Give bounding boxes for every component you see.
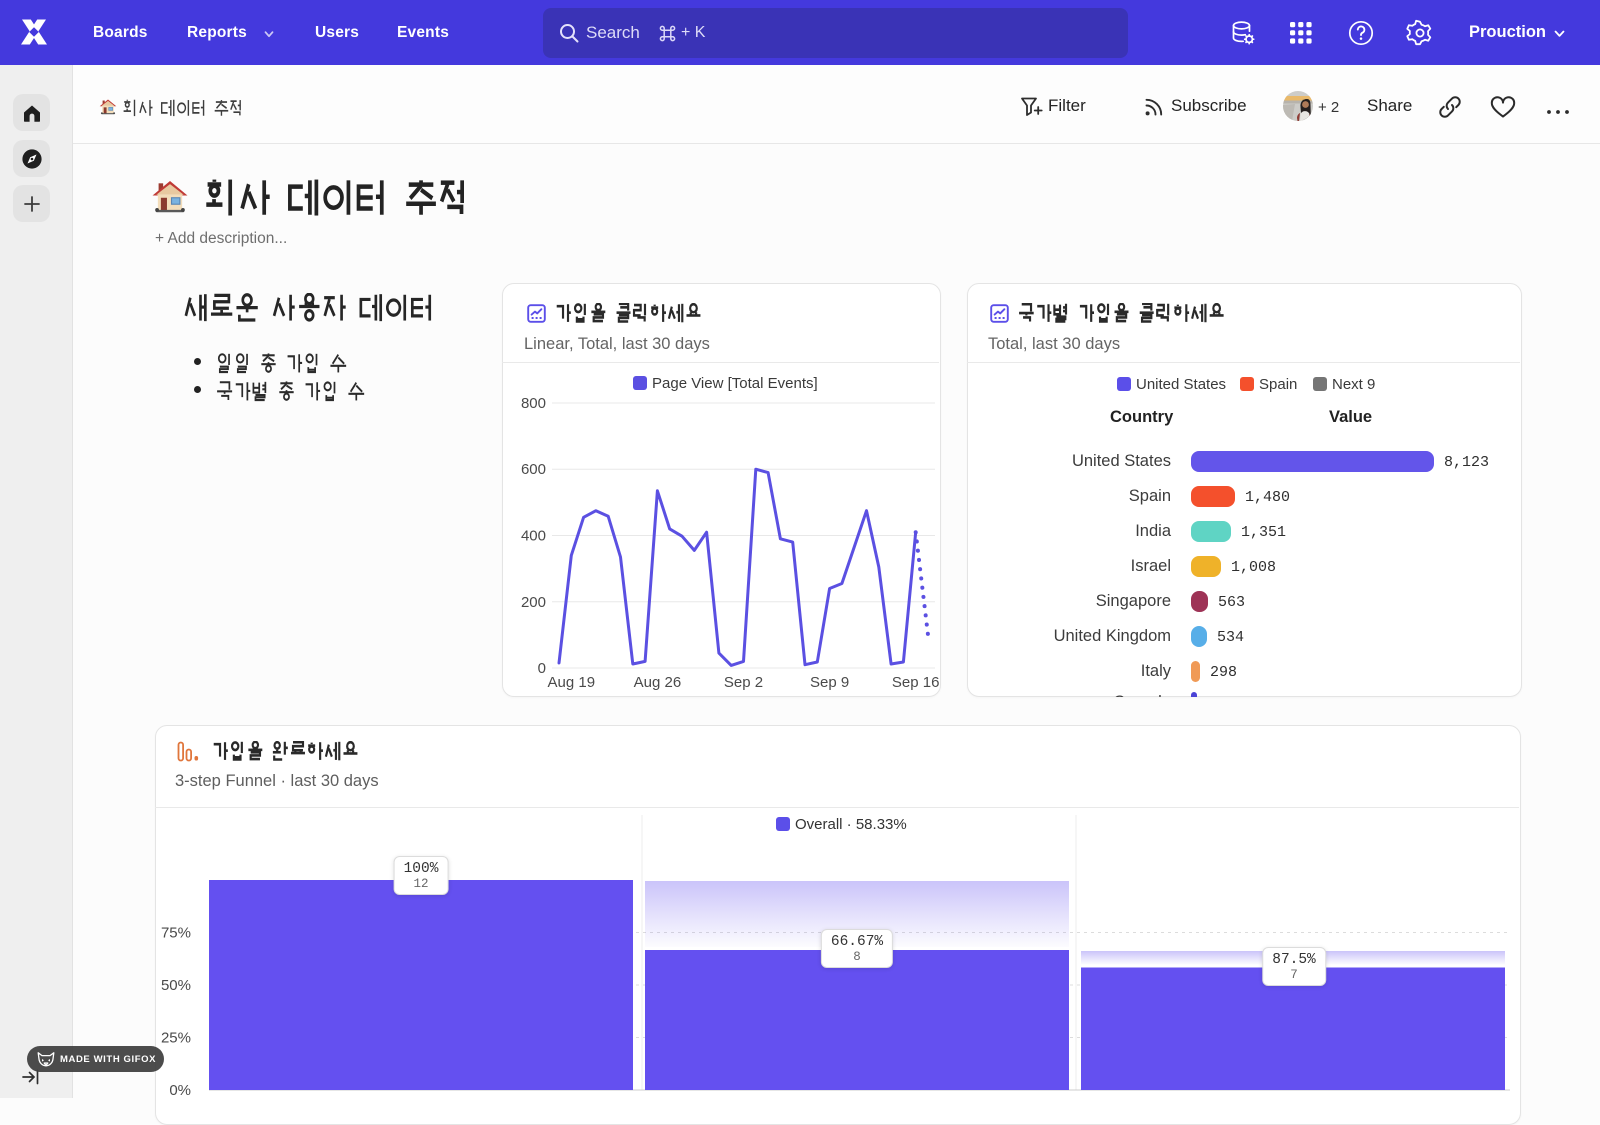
svg-text:Sep 9: Sep 9 xyxy=(810,674,849,691)
svg-text:75%: 75% xyxy=(161,925,191,942)
svg-text:25%: 25% xyxy=(161,1030,191,1047)
svg-text:0: 0 xyxy=(538,660,546,677)
svg-text:Sep 2: Sep 2 xyxy=(724,674,763,691)
svg-text:0%: 0% xyxy=(169,1082,191,1098)
svg-text:50%: 50% xyxy=(161,977,191,994)
svg-text:Sep 16: Sep 16 xyxy=(892,674,940,691)
svg-text:Aug 19: Aug 19 xyxy=(548,674,596,691)
svg-text:800: 800 xyxy=(521,395,546,412)
svg-text:400: 400 xyxy=(521,528,546,545)
svg-text:Aug 26: Aug 26 xyxy=(634,674,682,691)
svg-text:200: 200 xyxy=(521,594,546,611)
svg-text:600: 600 xyxy=(521,461,546,478)
